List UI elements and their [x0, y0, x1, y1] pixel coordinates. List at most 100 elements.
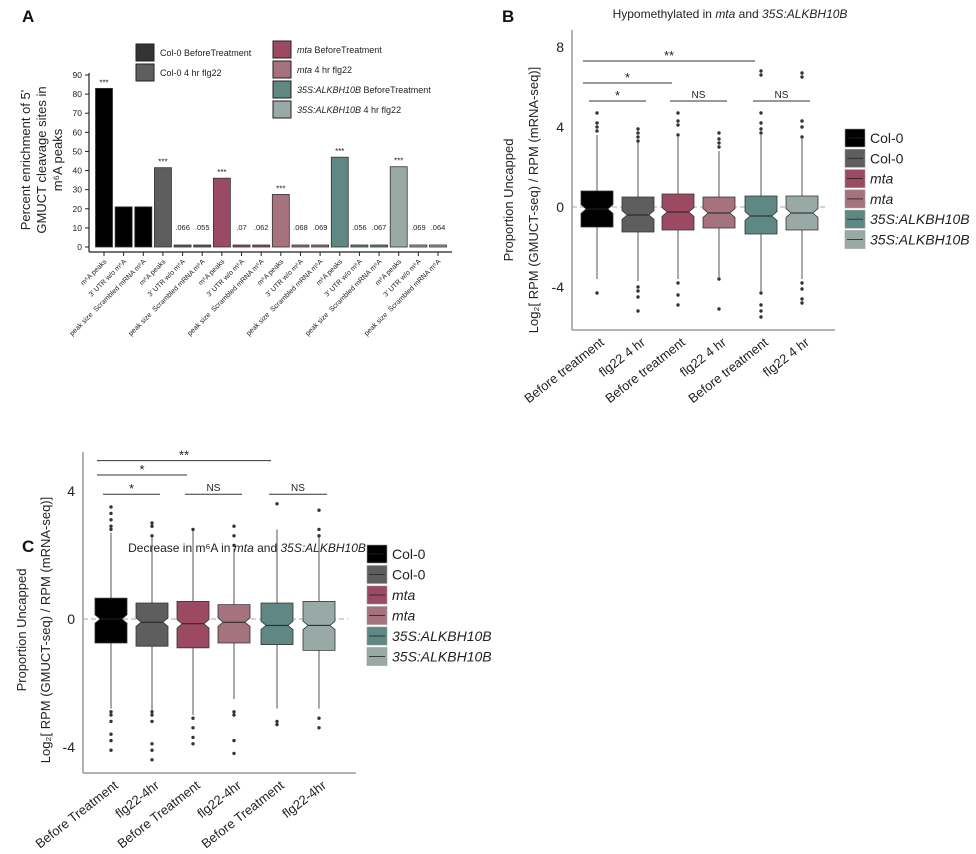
title-part: and	[254, 541, 281, 555]
box	[785, 71, 819, 305]
significance-label: *	[129, 481, 134, 496]
outlier-point	[800, 125, 804, 129]
legend-label-genotype: 35S:ALKBH10B	[297, 105, 361, 115]
y-tick-label: -4	[63, 739, 76, 755]
legend-label-genotype: mta	[297, 65, 312, 75]
legend-label: Col-0 4 hr flg22	[160, 68, 222, 78]
y-tick-label: 80	[73, 89, 83, 99]
box	[661, 111, 695, 307]
box-body	[260, 602, 294, 645]
outlier-point	[595, 111, 599, 115]
bar-annotation: ***	[217, 168, 226, 177]
outlier-point	[759, 303, 763, 307]
outlier-point	[636, 127, 640, 131]
outlier-point	[109, 719, 113, 724]
outlier-point	[275, 719, 279, 724]
outlier-point	[275, 502, 279, 506]
bar-annotation: ***	[335, 147, 344, 156]
outlier-point	[109, 527, 113, 532]
legend-label-text: 4 hr flg22	[361, 105, 401, 115]
outlier-point	[232, 751, 236, 756]
y-tick-label: 0	[67, 611, 75, 627]
outlier-point	[800, 75, 804, 79]
outlier-point	[759, 111, 763, 115]
title-part: mta	[234, 541, 254, 555]
outlier-point	[150, 742, 154, 746]
box	[176, 527, 210, 746]
bar-annotation: .067	[372, 223, 387, 232]
y-tick-label: 10	[73, 223, 83, 233]
y-tick-label: 8	[556, 39, 564, 55]
bar	[212, 177, 231, 248]
bar-annotation: .069	[313, 223, 328, 232]
significance-label: NS	[291, 483, 305, 494]
legend-swatch	[272, 100, 292, 119]
y-axis-label: Proportion Uncapped	[14, 569, 29, 692]
legend-label-text: BeforeTreatment	[312, 45, 382, 55]
y-axis-label: Log₂[ RPM (GMUCT-seq) / RPM (mRNA-seq)]	[38, 497, 53, 764]
outlier-point	[717, 277, 721, 281]
outlier-point	[109, 710, 113, 714]
outlier-point	[717, 141, 721, 145]
outlier-point	[800, 297, 804, 301]
outlier-point	[191, 735, 195, 740]
y-tick-label: 90	[73, 70, 83, 80]
outlier-point	[800, 119, 804, 123]
legend-label-text: 4 hr flg22	[312, 65, 352, 75]
outlier-point	[759, 315, 763, 319]
panel-a: A Percent enrichment of 5' GMUCT cleavage …	[18, 7, 452, 338]
outlier-point	[595, 129, 599, 133]
outlier-point	[759, 131, 763, 135]
y-tick-label: 70	[73, 108, 83, 118]
outlier-point	[317, 527, 321, 532]
legend-label: mta BeforeTreatment	[297, 45, 382, 55]
title-part: 35S:ALKBH10B	[762, 7, 847, 21]
title-part: Decrease in m⁶A in	[128, 541, 234, 555]
outlier-point	[717, 145, 721, 149]
outlier-point	[636, 131, 640, 135]
box-body	[135, 602, 169, 647]
bar-annotation: ***	[158, 158, 167, 167]
outlier-point	[759, 127, 763, 131]
outlier-point	[191, 527, 195, 532]
x-tick-label: Before treatment	[521, 334, 607, 406]
outlier-point	[759, 73, 763, 77]
legend-label: 35S:ALKBH10B	[870, 211, 970, 227]
box	[702, 131, 736, 311]
bar	[232, 244, 251, 248]
x-tick-label: peak size	[69, 312, 95, 338]
panel-c: C Decrease in m⁶A in mta and 35S:ALKBH10B…	[14, 448, 492, 852]
legend-label: Col-0	[870, 150, 904, 166]
outlier-point	[676, 111, 680, 115]
x-tick-label: peak size	[245, 312, 271, 338]
y-tick-label: 4	[556, 119, 564, 135]
title-part: Hypomethylated in	[613, 7, 716, 21]
outlier-point	[232, 524, 236, 528]
outlier-point	[759, 69, 763, 73]
significance-label: *	[615, 88, 620, 103]
title-part: mta	[715, 7, 735, 21]
y-axis-label: Percent enrichment of 5'	[18, 90, 33, 231]
title-part: and	[735, 7, 762, 21]
outlier-point	[759, 291, 763, 295]
outlier-point	[717, 137, 721, 141]
outlier-point	[595, 125, 599, 129]
title-part: 35S:ALKBH10B	[280, 541, 365, 555]
bar-annotation: .069	[411, 223, 426, 232]
bar-annotation: .07	[236, 223, 246, 232]
y-tick-label: 0	[77, 242, 82, 252]
y-tick-label: 0	[556, 199, 564, 215]
outlier-point	[150, 534, 154, 538]
legend-label: Col-0	[392, 546, 426, 562]
outlier-point	[636, 309, 640, 313]
outlier-point	[800, 287, 804, 291]
y-tick-label: 50	[73, 146, 83, 156]
chart-title: Decrease in m⁶A in mta and 35S:ALKBH10B	[128, 541, 366, 555]
y-tick-label: 60	[73, 127, 83, 137]
panel-label: A	[22, 7, 34, 26]
y-axis-label: GMUCT cleavage sites in	[34, 86, 49, 233]
legend-label: mta	[870, 191, 894, 207]
chart-title: Hypomethylated in mta and 35S:ALKBH10B	[613, 7, 848, 21]
significance-label: **	[664, 48, 674, 63]
outlier-point	[191, 716, 195, 720]
